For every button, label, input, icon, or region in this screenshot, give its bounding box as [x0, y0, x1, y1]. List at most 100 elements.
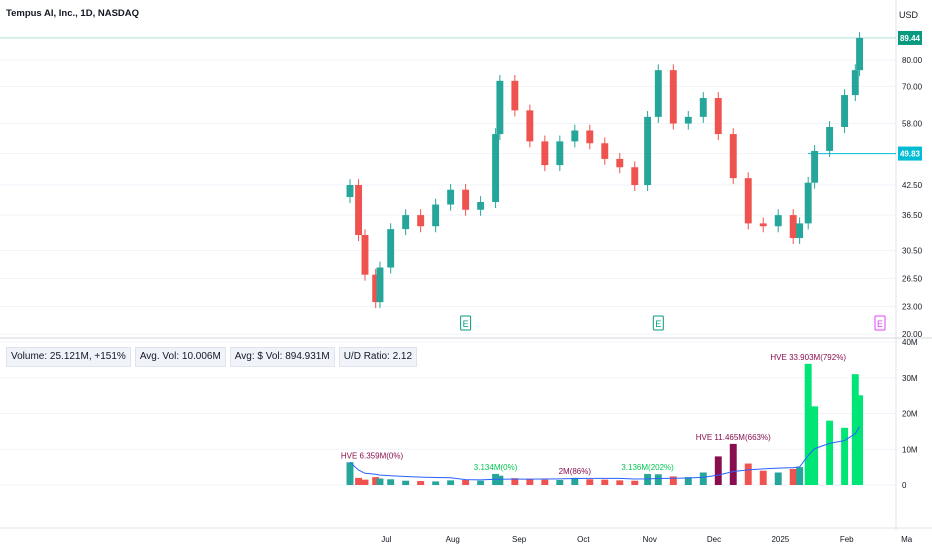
marker-price-badge: 49.83: [900, 150, 921, 159]
volume-tick-label: 10M: [902, 445, 918, 454]
volume-bar: [601, 479, 609, 485]
volume-bar: [699, 472, 707, 485]
candle-body: [586, 130, 594, 144]
volume-bar: [796, 467, 804, 485]
volume-bar: [417, 481, 425, 485]
volume-bar: [644, 473, 652, 485]
candle-body: [841, 95, 849, 127]
candle-body: [796, 223, 804, 239]
volume-bar: [346, 462, 354, 485]
volume-bar: [541, 479, 549, 485]
candle-body: [346, 185, 354, 197]
volume-bar: [789, 468, 797, 485]
marker-price-badge-bg: [898, 146, 922, 161]
volume-bar: [616, 480, 624, 485]
price-tick-label: 80.00: [902, 56, 923, 65]
last-price-badge: 89.44: [900, 34, 921, 43]
volume-bar: [804, 363, 812, 485]
volume-series: [346, 363, 864, 485]
time-tick-label: Ma: [901, 535, 913, 544]
grid-lines: [0, 59, 896, 486]
candle-body: [789, 215, 797, 239]
price-tick-label: 20.00: [902, 330, 923, 339]
candle-body: [556, 141, 564, 166]
time-tick-label: Oct: [577, 535, 590, 544]
currency-label: USD: [898, 10, 918, 20]
candle-body: [616, 158, 624, 168]
volume-stats-row: Volume: 25.121M, +151% Avg. Vol: 10.006M…: [6, 347, 418, 367]
volume-annotation: 3.134M(0%): [474, 463, 518, 472]
candle-body: [601, 143, 609, 159]
candle-body: [492, 134, 500, 203]
candle-body: [496, 80, 504, 135]
avg-volume-stat: Avg. Vol: 10.006M: [134, 347, 226, 367]
earnings-marker-box: [652, 315, 664, 331]
candle-body: [387, 229, 395, 268]
price-tick-label: 36.50: [902, 211, 923, 220]
ud-ratio-stat: U/D Ratio: 2.12: [338, 347, 418, 367]
price-tick-label: 30.50: [902, 247, 923, 256]
volume-annotation: HVE 6.359M(0%): [341, 451, 404, 460]
volume-bar: [856, 395, 864, 485]
volume-bar: [355, 477, 363, 485]
candle-body: [526, 110, 534, 142]
candle-body: [361, 235, 369, 275]
price-tick-label: 70.00: [902, 82, 923, 91]
volume-bar: [826, 420, 834, 485]
earnings-marker-box: [874, 315, 886, 331]
volume-bar: [447, 480, 455, 485]
volume-bar: [361, 479, 369, 485]
volume-bar: [684, 477, 692, 485]
candle-body: [714, 98, 722, 135]
candle-body: [541, 141, 549, 166]
price-badges: 89.44 49.83: [898, 30, 922, 161]
price-tick-label: 58.00: [902, 120, 923, 129]
candle-body: [372, 274, 380, 303]
volume-annotation: HVE 11.465M(663%): [696, 433, 771, 442]
candle-body: [774, 215, 782, 227]
volume-tick-label: 20M: [902, 410, 918, 419]
volume-annotation: 3.136M(202%): [621, 463, 674, 472]
volume-bar: [402, 480, 410, 485]
volume-stat: Volume: 25.121M, +151%: [6, 347, 131, 367]
volume-bar: [462, 479, 470, 485]
volume-annotations: HVE 6.359M(0%) 3.134M(0%) 2M(86%) 3.136M(20…: [341, 353, 846, 476]
candle-body: [759, 223, 767, 227]
volume-bar: [759, 470, 767, 485]
candle-body: [851, 70, 859, 96]
candle-body: [355, 185, 363, 236]
volume-bar: [571, 477, 579, 485]
time-tick-label: Nov: [643, 535, 657, 544]
candle-body: [811, 150, 819, 183]
volume-tick-label: 0: [902, 481, 907, 490]
volume-bar: [744, 463, 752, 485]
volume-bar: [556, 479, 564, 485]
volume-tick-label: 30M: [902, 374, 918, 383]
time-axis-labels: Jul Aug Sep Oct Nov Dec 2025 Feb Ma: [381, 535, 913, 544]
volume-bar: [669, 476, 677, 485]
price-tick-label: 26.50: [902, 274, 923, 283]
candle-body: [571, 130, 579, 142]
avg-dollar-volume-stat: Avg: $ Vol: 894.931M: [229, 347, 335, 367]
candle-body: [669, 70, 677, 124]
volume-bar: [729, 443, 737, 485]
candle-body: [417, 215, 425, 227]
volume-bar: [654, 474, 662, 485]
candle-body: [804, 182, 812, 224]
volume-bar: [851, 374, 859, 485]
time-tick-label: 2025: [771, 535, 789, 544]
candle-body: [447, 189, 455, 205]
candle-body: [826, 126, 834, 151]
candlestick-series: [346, 32, 864, 309]
volume-bar: [372, 477, 380, 485]
volume-annotation: HVE 33.903M(792%): [770, 353, 846, 362]
candle-body: [654, 70, 662, 117]
time-tick-label: Sep: [512, 535, 527, 544]
volume-bar: [774, 472, 782, 485]
volume-bar: [387, 479, 395, 485]
candle-body: [462, 189, 470, 210]
earnings-marker-label: E: [463, 319, 469, 329]
candle-body: [376, 267, 384, 303]
